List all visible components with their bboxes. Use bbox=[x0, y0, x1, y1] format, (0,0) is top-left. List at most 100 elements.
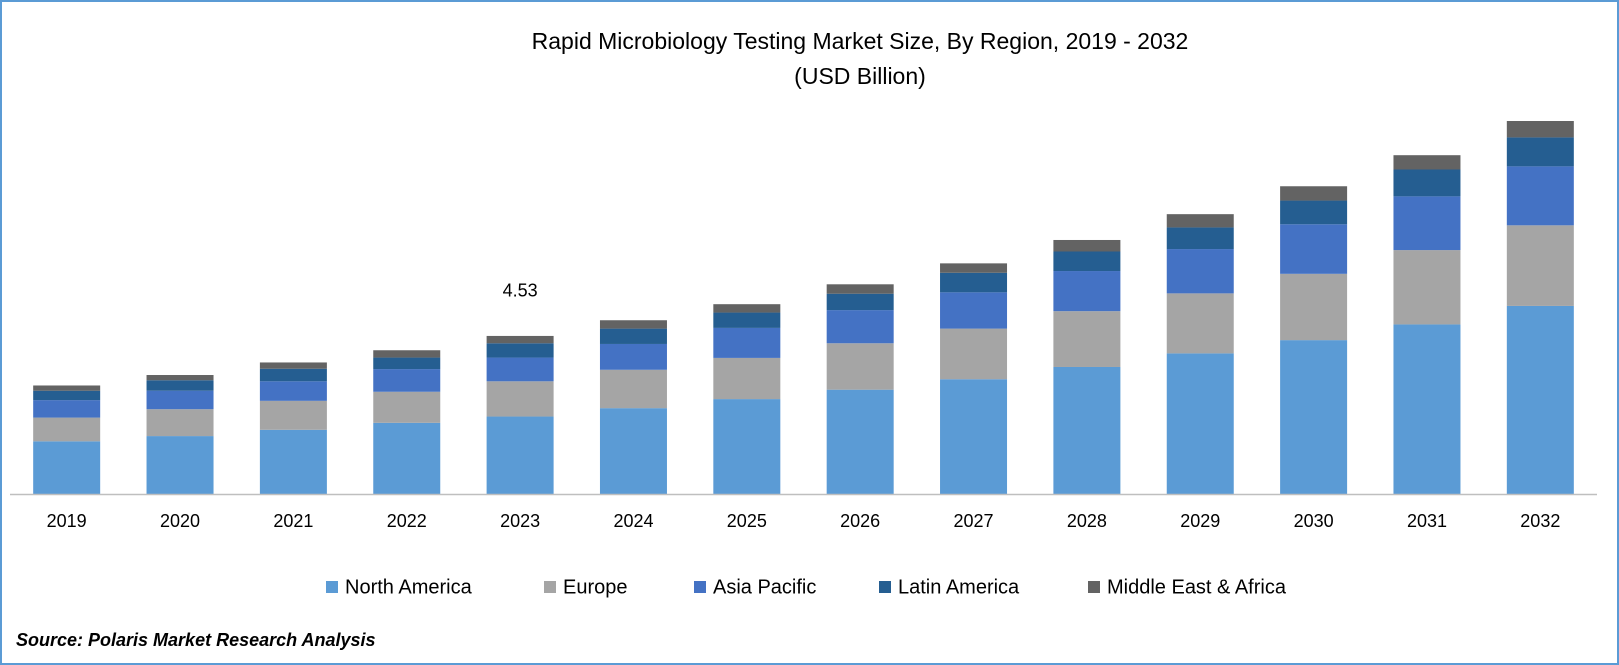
x-tick-label: 2021 bbox=[273, 511, 313, 531]
bar-segment bbox=[1053, 251, 1121, 272]
x-tick-label: 2022 bbox=[387, 511, 427, 531]
bar-segment bbox=[713, 312, 781, 328]
bar-segment bbox=[713, 399, 781, 494]
bar-segment bbox=[1280, 340, 1348, 494]
bar-segment bbox=[1053, 366, 1121, 494]
bar-segment bbox=[1506, 166, 1574, 226]
bar-segment bbox=[259, 400, 327, 430]
x-tick-label: 2032 bbox=[1520, 511, 1560, 531]
bar-segment bbox=[599, 320, 667, 329]
bar-segment bbox=[486, 357, 554, 382]
legend-swatch bbox=[544, 581, 556, 593]
legend-swatch bbox=[694, 581, 706, 593]
bar-segment bbox=[1166, 293, 1234, 354]
data-label: 4.53 bbox=[503, 281, 538, 301]
x-tick-label: 2024 bbox=[613, 511, 653, 531]
bar-segment bbox=[259, 362, 327, 369]
bar-segment bbox=[373, 350, 441, 358]
bar-segment bbox=[33, 385, 101, 391]
bar-segment bbox=[940, 328, 1008, 380]
bar-segment bbox=[1280, 186, 1348, 201]
legend-swatch bbox=[879, 581, 891, 593]
x-tick-label: 2029 bbox=[1180, 511, 1220, 531]
bar-segment bbox=[146, 390, 214, 410]
bar-segment bbox=[1393, 324, 1461, 494]
legend-label: North America bbox=[345, 576, 473, 598]
bar-segment bbox=[1393, 250, 1461, 325]
legend-swatch bbox=[1088, 581, 1100, 593]
x-tick-label: 2027 bbox=[954, 511, 994, 531]
x-tick-label: 2025 bbox=[727, 511, 767, 531]
bar-segment bbox=[940, 263, 1008, 273]
bar-segment bbox=[599, 328, 667, 344]
bar-segment bbox=[33, 441, 101, 494]
bar-segment bbox=[1280, 273, 1348, 341]
bar-segment bbox=[146, 375, 214, 381]
bar-segment bbox=[33, 400, 101, 418]
bar-segment bbox=[1393, 169, 1461, 197]
bar-segment bbox=[259, 429, 327, 494]
bar-segment bbox=[599, 369, 667, 409]
bar-segment bbox=[259, 368, 327, 382]
bar-segment bbox=[373, 391, 441, 423]
bar-segment bbox=[1166, 227, 1234, 250]
bar-segment bbox=[33, 390, 101, 401]
bar-segment bbox=[826, 284, 894, 294]
bar-segment bbox=[486, 343, 554, 358]
bar-segment bbox=[486, 416, 554, 494]
x-tick-label: 2023 bbox=[500, 511, 540, 531]
bar-segment bbox=[713, 304, 781, 313]
bar-segment bbox=[1053, 239, 1121, 252]
bar-segment bbox=[599, 408, 667, 494]
bar-segment bbox=[713, 327, 781, 358]
bar-segment bbox=[1166, 249, 1234, 294]
bar-segment bbox=[1280, 224, 1348, 274]
bar-segment bbox=[826, 343, 894, 390]
bar-segment bbox=[146, 380, 214, 391]
bar-segment bbox=[146, 409, 214, 437]
bar-segment bbox=[486, 335, 554, 344]
bar-segment bbox=[826, 389, 894, 494]
x-tick-label: 2028 bbox=[1067, 511, 1107, 531]
bar-segment bbox=[1506, 305, 1574, 494]
x-tick-label: 2031 bbox=[1407, 511, 1447, 531]
bar-segment bbox=[1393, 155, 1461, 170]
bar-segment bbox=[713, 357, 781, 400]
bar-segment bbox=[1166, 353, 1234, 494]
bar-segment bbox=[1053, 311, 1121, 367]
bar-segment bbox=[826, 293, 894, 311]
bar-segment bbox=[1053, 271, 1121, 312]
bar-segment bbox=[599, 343, 667, 370]
bar-segment bbox=[1506, 137, 1574, 167]
bar-segment bbox=[1506, 121, 1574, 138]
bar-segment bbox=[940, 292, 1008, 329]
bar-segment bbox=[940, 272, 1008, 293]
x-tick-label: 2030 bbox=[1294, 511, 1334, 531]
bar-segment bbox=[486, 381, 554, 417]
legend-swatch bbox=[326, 581, 338, 593]
chart-title: Rapid Microbiology Testing Market Size, … bbox=[532, 28, 1189, 54]
bar-segment bbox=[146, 436, 214, 494]
legend-label: Europe bbox=[563, 576, 628, 598]
x-tick-label: 2020 bbox=[160, 511, 200, 531]
bar-segment bbox=[1280, 200, 1348, 225]
bar-segment bbox=[259, 381, 327, 401]
bar-segment bbox=[373, 422, 441, 494]
bar-segment bbox=[373, 369, 441, 392]
bar-segment bbox=[33, 417, 101, 442]
bar-segment bbox=[1393, 196, 1461, 251]
legend-label: Middle East & Africa bbox=[1107, 576, 1287, 598]
source: Source: Polaris Market Research Analysis bbox=[16, 630, 376, 650]
bar-segment bbox=[940, 379, 1008, 494]
bar-segment bbox=[373, 357, 441, 370]
bar-segment bbox=[1506, 225, 1574, 306]
legend-label: Asia Pacific bbox=[713, 576, 816, 598]
chart-subtitle: (USD Billion) bbox=[794, 63, 926, 89]
x-tick-label: 2026 bbox=[840, 511, 880, 531]
x-tick-label: 2019 bbox=[47, 511, 87, 531]
bar-segment bbox=[826, 310, 894, 344]
bar-segment bbox=[1166, 214, 1234, 228]
legend-label: Latin America bbox=[898, 576, 1020, 598]
